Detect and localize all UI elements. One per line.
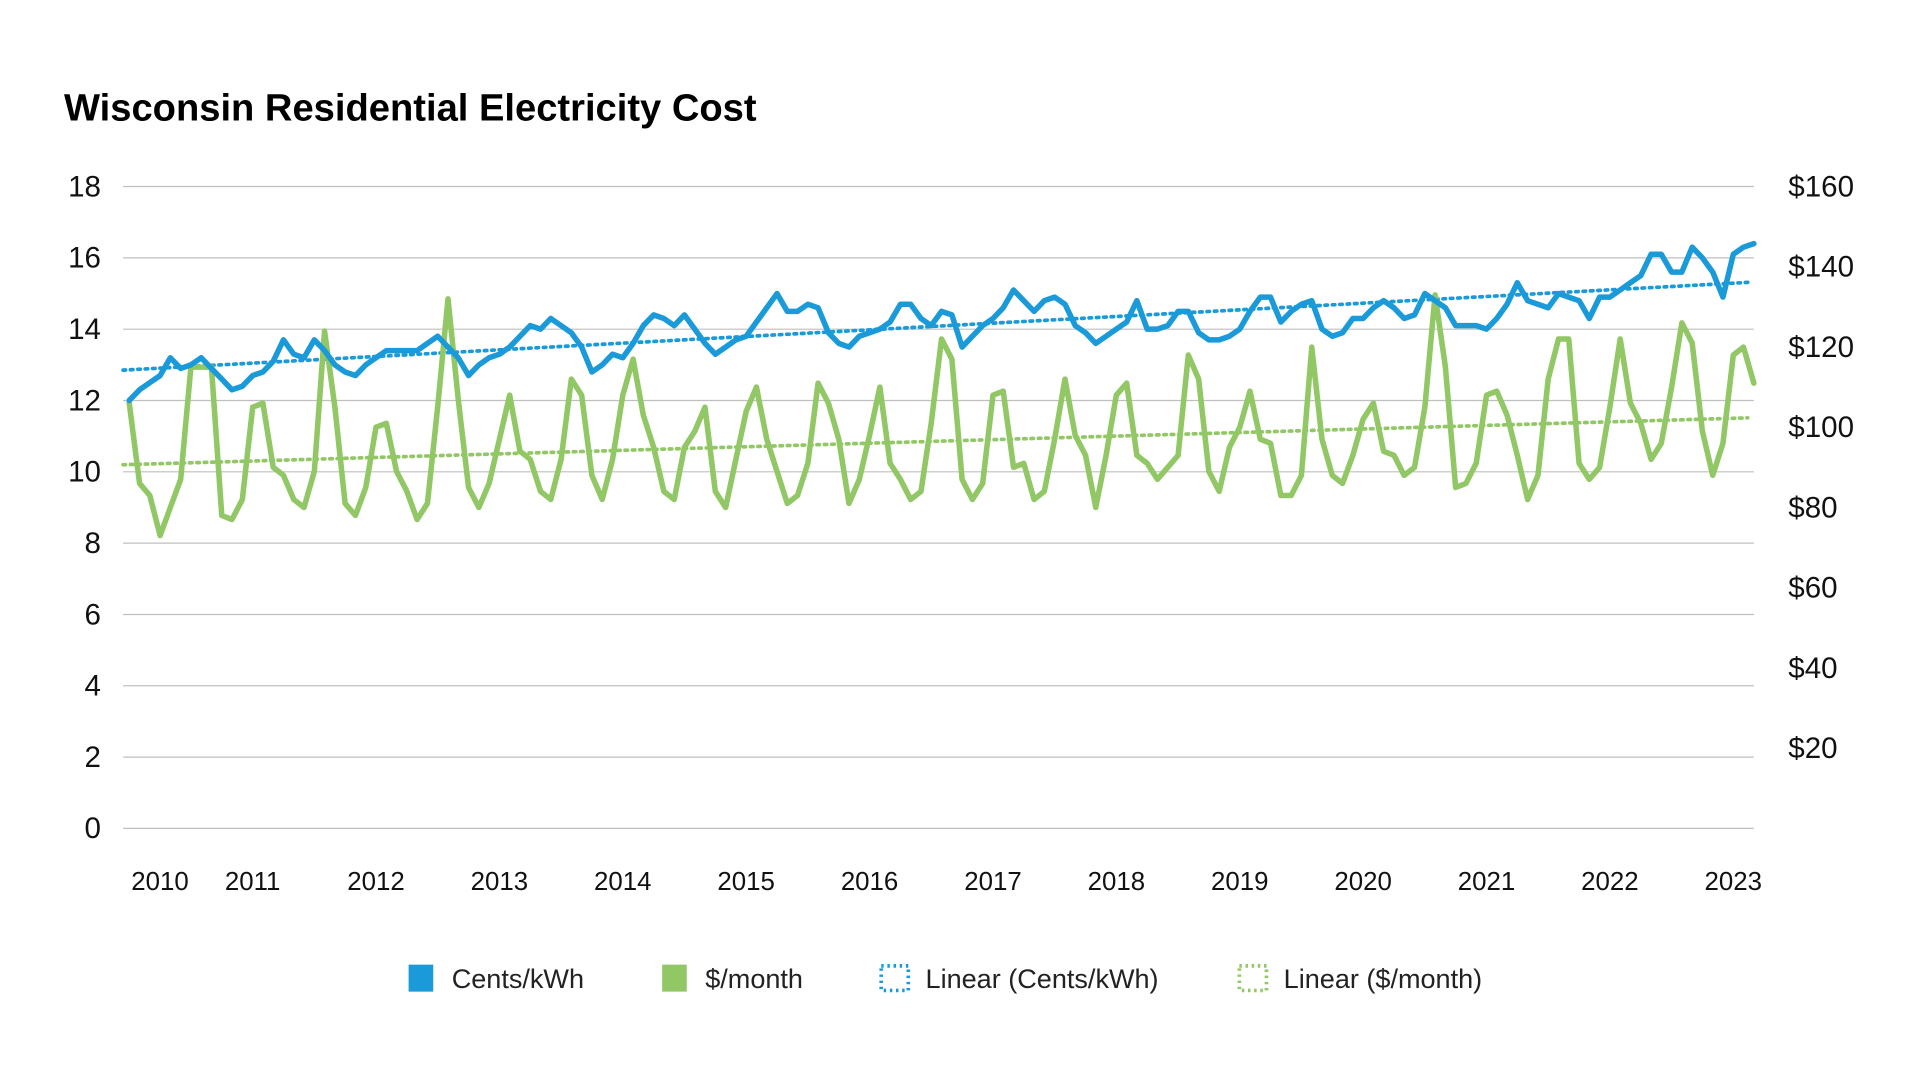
x-tick-label: 2017 bbox=[964, 868, 1021, 896]
legend-item-linear-cents-kwh[interactable]: Linear (Cents/kWh) bbox=[879, 964, 1159, 994]
x-tick-label: 2014 bbox=[594, 868, 651, 896]
legend-swatch-dollars-month bbox=[662, 964, 687, 992]
x-tick-label: 2019 bbox=[1211, 868, 1268, 896]
right-axis-ticks: $20 $40 $60 $80 $100 $120 $140 $160 bbox=[1788, 170, 1854, 765]
x-tick-label: 2016 bbox=[841, 868, 898, 896]
series-line-dollars-month bbox=[126, 292, 1757, 539]
left-axis-ticks: 0 2 4 6 8 10 12 14 16 18 bbox=[68, 170, 101, 845]
legend-swatch-cents-kwh bbox=[408, 964, 434, 992]
series-line-cents-kwh bbox=[126, 240, 1757, 404]
x-tick-label: 2022 bbox=[1581, 868, 1638, 896]
right-tick-label: $140 bbox=[1788, 251, 1854, 284]
legend-label-linear-cents-kwh: Linear (Cents/kWh) bbox=[926, 964, 1159, 994]
x-tick-label: 2013 bbox=[471, 868, 528, 896]
legend-swatch-linear-cents-kwh bbox=[879, 964, 911, 993]
left-tick-label: 8 bbox=[84, 527, 100, 560]
left-tick-label: 2 bbox=[84, 741, 100, 774]
left-tick-label: 18 bbox=[68, 170, 101, 203]
x-tick-label: 2012 bbox=[347, 868, 404, 896]
left-tick-label: 14 bbox=[68, 313, 101, 346]
left-tick-label: 4 bbox=[84, 670, 100, 703]
left-tick-label: 0 bbox=[84, 812, 100, 845]
x-tick-label: 2018 bbox=[1088, 868, 1145, 896]
trendline-cents-kwh bbox=[121, 280, 1750, 372]
trendlines bbox=[121, 280, 1750, 467]
x-tick-label: 2015 bbox=[717, 868, 774, 896]
chart-title: Wisconsin Residential Electricity Cost bbox=[64, 87, 757, 129]
x-tick-label: 2023 bbox=[1705, 868, 1762, 896]
legend-label-dollars-month: $/month bbox=[705, 964, 803, 994]
trendline-dollars-month bbox=[121, 416, 1750, 467]
right-tick-label: $160 bbox=[1788, 170, 1854, 203]
left-tick-label: 10 bbox=[68, 456, 101, 489]
x-axis-ticks: 2010 2011 2012 2013 2014 2015 2016 2017 2018 2019… bbox=[131, 868, 1762, 896]
series-lines bbox=[126, 240, 1757, 539]
x-tick-label: 2011 bbox=[225, 868, 281, 896]
legend-label-linear-dollars-month: Linear ($/month) bbox=[1284, 964, 1483, 994]
right-tick-label: $80 bbox=[1788, 491, 1837, 524]
right-tick-label: $40 bbox=[1788, 652, 1837, 685]
right-tick-label: $120 bbox=[1788, 331, 1854, 364]
legend-item-dollars-month[interactable]: $/month bbox=[662, 964, 803, 994]
left-tick-label: 12 bbox=[68, 384, 101, 417]
left-tick-label: 16 bbox=[68, 242, 101, 275]
legend-swatch-linear-dollars-month bbox=[1237, 964, 1269, 993]
legend-label-cents-kwh: Cents/kWh bbox=[452, 964, 584, 994]
right-tick-label: $20 bbox=[1788, 732, 1837, 765]
x-tick-label: 2010 bbox=[131, 868, 188, 896]
x-tick-label: 2020 bbox=[1334, 868, 1391, 896]
legend-item-linear-dollars-month[interactable]: Linear ($/month) bbox=[1237, 964, 1483, 994]
right-tick-label: $100 bbox=[1788, 411, 1854, 444]
legend: Cents/kWh $/month Linear (Cents/kWh) Lin… bbox=[408, 964, 1483, 994]
legend-item-cents-kwh[interactable]: Cents/kWh bbox=[408, 964, 584, 994]
x-tick-label: 2021 bbox=[1458, 868, 1515, 896]
left-tick-label: 6 bbox=[84, 598, 100, 631]
right-tick-label: $60 bbox=[1788, 572, 1837, 605]
gridlines bbox=[123, 185, 1754, 830]
